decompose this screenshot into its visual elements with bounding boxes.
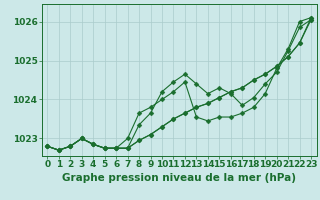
- X-axis label: Graphe pression niveau de la mer (hPa): Graphe pression niveau de la mer (hPa): [62, 173, 296, 183]
